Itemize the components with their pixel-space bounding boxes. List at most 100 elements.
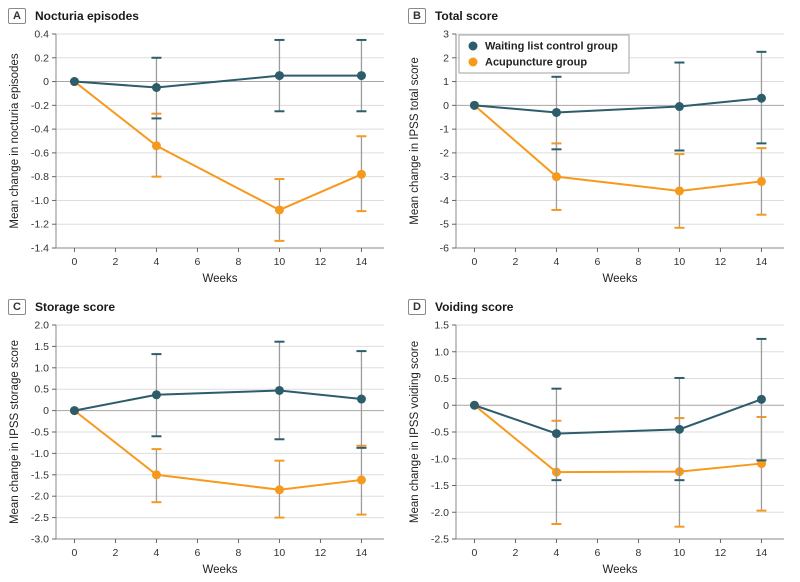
x-tick-label: 2: [513, 547, 519, 559]
data-point: [151, 141, 161, 151]
data-point: [756, 176, 766, 186]
panel-a-header: A Nocturia episodes: [8, 6, 400, 26]
y-tick-label: -4: [440, 195, 449, 207]
x-tick-label: 10: [674, 547, 686, 559]
panel-b-letter: B: [408, 8, 426, 24]
x-axis-label: Weeks: [203, 273, 238, 285]
series-line: [474, 398, 762, 435]
series-line: [473, 404, 762, 474]
x-tick-label: 12: [715, 547, 727, 559]
series-line: [73, 80, 362, 212]
y-tick-label: -1.4: [31, 243, 49, 255]
legend-marker: [468, 41, 478, 51]
x-tick-label: 10: [674, 256, 686, 268]
y-tick-label: 1.0: [34, 362, 49, 374]
legend-marker: [468, 57, 478, 67]
data-point: [274, 205, 284, 215]
x-tick-label: 12: [315, 547, 327, 559]
panel-d-letter: D: [408, 299, 426, 315]
x-tick-label: 14: [356, 256, 368, 268]
x-tick-label: 6: [195, 256, 201, 268]
panel-b: B Total score 3 2 1 0 -1 -2 -3 -4 -5 -6 0 2 4 6 8 10 12 1…: [400, 0, 800, 291]
y-tick-label: -1.5: [431, 480, 449, 492]
y-tick-label: 0.2: [34, 52, 49, 64]
legend-label: Acupuncture group: [485, 57, 587, 69]
y-tick-label: 0.5: [434, 373, 449, 385]
y-tick-label: -2.5: [31, 512, 49, 524]
x-axis-label: Weeks: [603, 273, 638, 285]
y-tick-label: -5: [440, 219, 449, 231]
panel-a-letter: A: [8, 8, 26, 24]
y-tick-label: 0: [443, 400, 449, 412]
x-tick-label: 4: [554, 547, 560, 559]
panel-c: C Storage score 2.0 1.5 1.0 0.5 0 -0.5 -1.0 -1.…: [0, 291, 400, 582]
y-tick-label: 1.5: [34, 341, 49, 353]
data-point: [151, 83, 161, 92]
x-tick-label: 0: [72, 547, 78, 559]
data-point: [356, 394, 366, 404]
x-tick-label: 4: [554, 256, 560, 268]
data-point: [674, 186, 684, 196]
y-axis-label: Mean change in nocturia episodes: [9, 53, 21, 228]
series-line: [74, 74, 362, 89]
x-tick-label: 12: [315, 256, 327, 268]
x-tick-label: 8: [636, 547, 642, 559]
panel-a-title: Nocturia episodes: [34, 9, 139, 23]
y-tick-label: -0.5: [31, 427, 49, 439]
y-tick-label: -2.0: [31, 491, 49, 503]
x-tick-label: 10: [274, 547, 286, 559]
y-tick-label: 0: [443, 100, 449, 112]
x-tick-label: 14: [356, 547, 368, 559]
chart-nocturia-episodes: 0.4 0.2 0 -0.2 -0.4 -0.6 -0.8 -1.0 -1.2 -1.4 0 2 4 6 8…: [9, 29, 384, 285]
data-point: [69, 77, 79, 87]
data-point: [274, 71, 284, 81]
data-point: [674, 102, 684, 112]
data-point: [469, 400, 479, 410]
y-tick-label: -0.8: [31, 171, 49, 183]
x-axis-label: Weeks: [203, 564, 238, 576]
data-point: [356, 71, 366, 81]
data-point: [356, 169, 366, 179]
series-line: [74, 389, 362, 412]
y-tick-label: 0.4: [34, 29, 49, 41]
x-tick-label: 8: [636, 256, 642, 268]
y-tick-label: -0.5: [431, 427, 449, 439]
series-line: [473, 104, 762, 192]
panel-a: A Nocturia episodes 0.4 0.2 0 -0.2 -0.4 -0.6 -…: [0, 0, 400, 291]
y-tick-label: -0.4: [31, 124, 49, 136]
x-tick-label: 14: [756, 256, 768, 268]
x-tick-label: 6: [195, 547, 201, 559]
data-point: [356, 475, 366, 485]
panel-c-letter: C: [8, 299, 26, 315]
data-point: [274, 385, 284, 395]
y-tick-label: -1.0: [31, 195, 49, 207]
x-tick-label: 4: [154, 256, 160, 268]
x-tick-label: 0: [72, 256, 78, 268]
data-point: [151, 470, 161, 480]
y-tick-label: -1: [440, 124, 449, 136]
x-tick-label: 0: [472, 547, 478, 559]
y-tick-label: 1: [443, 76, 449, 88]
data-point: [756, 394, 766, 404]
x-tick-label: 8: [236, 547, 242, 559]
data-point: [674, 424, 684, 434]
data-point: [551, 172, 561, 182]
data-point: [756, 93, 766, 103]
panel-d-title: Voiding score: [434, 300, 514, 314]
y-tick-label: -1.0: [431, 453, 449, 465]
x-axis-label: Weeks: [603, 564, 638, 576]
y-axis-label: Mean change in IPSS voiding score: [409, 341, 421, 523]
x-tick-label: 0: [472, 256, 478, 268]
data-point: [551, 429, 561, 439]
y-tick-label: 0: [43, 405, 49, 417]
x-tick-label: 4: [154, 547, 160, 559]
x-tick-label: 6: [595, 547, 601, 559]
data-point: [551, 107, 561, 117]
x-tick-label: 2: [113, 256, 119, 268]
y-tick-label: -1.2: [31, 219, 49, 231]
x-tick-label: 12: [715, 256, 727, 268]
panel-d-header: D Voiding score: [408, 297, 800, 317]
y-tick-label: -2.0: [431, 507, 449, 519]
